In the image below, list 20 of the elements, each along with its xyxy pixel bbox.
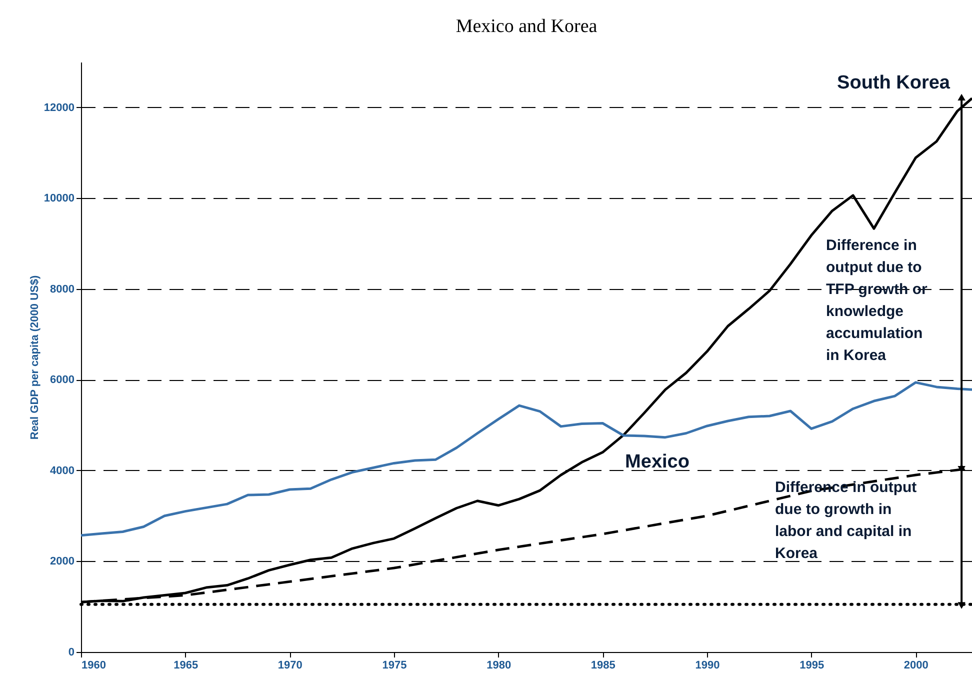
x-tick-label: 1990	[695, 660, 720, 672]
series-label: Mexico	[625, 451, 690, 472]
x-tick-label: 1985	[590, 660, 616, 672]
y-tick-label: 4000	[50, 464, 74, 477]
y-tick-label: 2000	[50, 556, 74, 568]
y-tick-label: 12000	[44, 102, 74, 114]
chart-title: Mexico and Korea	[456, 16, 598, 37]
y-tick-label: 6000	[50, 374, 74, 386]
x-tick-label: 1970	[278, 660, 302, 672]
x-tick-label: 1960	[82, 660, 106, 672]
x-tick-label: 1995	[800, 660, 824, 672]
series-label: South Korea	[837, 72, 950, 94]
x-tick-label: 2000	[904, 660, 928, 672]
y-tick-label: 10000	[44, 192, 74, 205]
y-tick-label: 0	[68, 646, 74, 658]
y-axis-title: Real GDP per capita (2000 US$)	[28, 275, 41, 440]
x-tick-label: 1975	[382, 660, 407, 672]
x-tick-label: 1965	[174, 660, 198, 672]
y-tick-label: 8000	[50, 283, 74, 296]
x-tick-label: 1980	[486, 660, 512, 672]
